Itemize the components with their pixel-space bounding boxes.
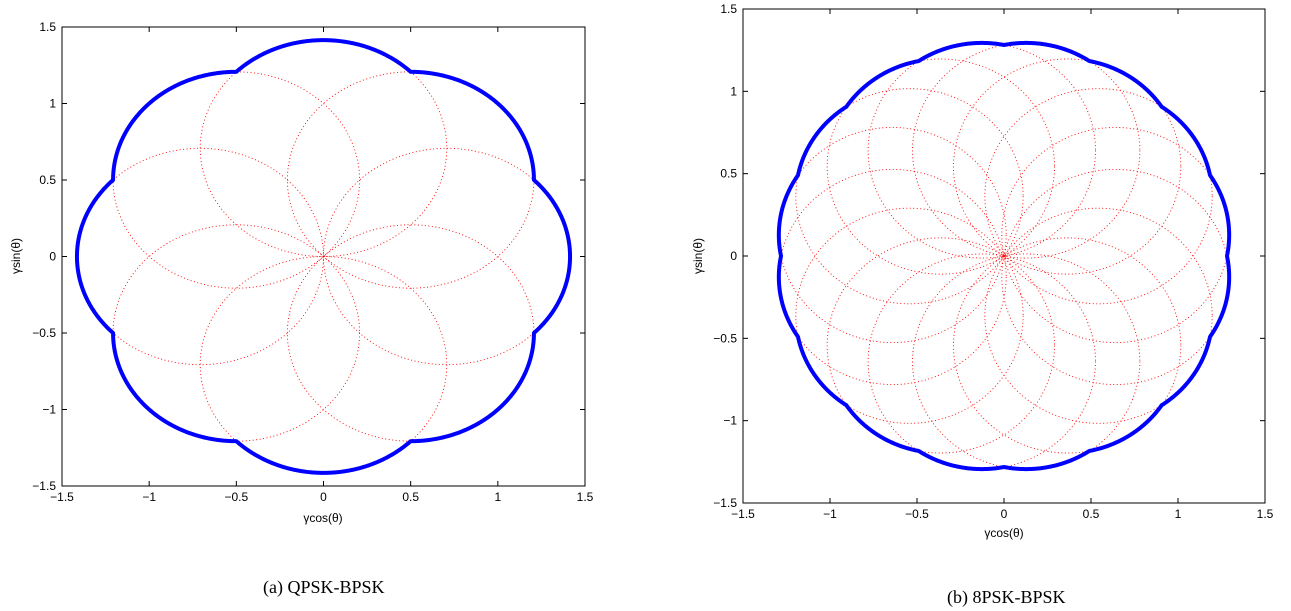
component-circle xyxy=(826,58,1055,275)
x-tick-label: 0 xyxy=(320,490,327,504)
y-tick-label: −1 xyxy=(723,414,737,428)
component-circle xyxy=(984,207,1213,424)
component-circle xyxy=(199,39,448,257)
chart-a-y-ticks: 1.5 1 0.5 0 −0.5 −1 −1.5 xyxy=(32,20,585,493)
chart-a-outer-boundary xyxy=(74,38,573,475)
chart-a-y-axis-label: γsin(θ) xyxy=(9,238,23,274)
chart-b: −1.5 −1 −0.5 0 0.5 1 1.5 1.5 1 0.5 0 −0.5 −1 −1.5 γc… xyxy=(691,2,1274,540)
component-circle xyxy=(826,237,1055,454)
x-tick-label: −0.5 xyxy=(905,507,929,521)
component-circle xyxy=(953,237,1182,454)
y-tick-label: 1.5 xyxy=(39,20,56,34)
chart-b-outer-boundary xyxy=(776,40,1232,472)
chart-a-x-ticks: −1.5 −1 −0.5 0 0.5 1 1.5 xyxy=(50,27,594,504)
y-tick-label: 1 xyxy=(730,84,737,98)
x-tick-label: −1.5 xyxy=(731,507,755,521)
y-tick-label: 0.5 xyxy=(720,167,737,181)
x-tick-label: −1.5 xyxy=(50,490,74,504)
x-tick-label: 0.5 xyxy=(1083,507,1100,521)
y-tick-label: −0.5 xyxy=(713,331,737,345)
chart-b-caption: (b) 8PSK-BPSK xyxy=(947,587,1066,607)
chart-b-y-ticks: 1.5 1 0.5 0 −0.5 −1 −1.5 xyxy=(713,2,1265,510)
x-tick-label: 1 xyxy=(494,490,501,504)
x-tick-label: −1 xyxy=(142,490,156,504)
y-tick-label: −1.5 xyxy=(32,479,56,493)
x-tick-label: 1.5 xyxy=(577,490,594,504)
x-tick-label: 1 xyxy=(1175,507,1182,521)
x-tick-label: −1 xyxy=(823,507,837,521)
chart-a-x-axis-label: γcos(θ) xyxy=(303,511,342,525)
component-circle xyxy=(112,224,361,442)
component-circle xyxy=(984,88,1213,305)
component-circle xyxy=(912,42,1141,259)
component-circle xyxy=(795,207,1024,424)
chart-b-x-ticks: −1.5 −1 −0.5 0 0.5 1 1.5 xyxy=(731,9,1274,521)
y-tick-label: −0.5 xyxy=(32,326,56,340)
component-circle xyxy=(912,253,1141,470)
x-tick-label: −0.5 xyxy=(224,490,248,504)
y-tick-label: 0 xyxy=(730,249,737,263)
component-circle xyxy=(953,58,1182,275)
component-circle xyxy=(76,147,324,366)
component-circle xyxy=(795,88,1024,305)
component-circle xyxy=(867,42,1096,259)
chart-b-y-axis-label: γsin(θ) xyxy=(691,238,705,274)
y-tick-label: 1.5 xyxy=(720,2,737,16)
y-tick-label: 1 xyxy=(49,97,56,111)
y-tick-label: −1 xyxy=(42,403,56,417)
chart-b-x-axis-label: γcos(θ) xyxy=(984,526,1023,540)
y-tick-label: −1.5 xyxy=(713,496,737,510)
x-tick-label: 1.5 xyxy=(1257,507,1274,521)
x-tick-label: 0 xyxy=(1001,507,1008,521)
component-circle xyxy=(112,71,361,289)
component-circle xyxy=(199,256,448,474)
component-circle xyxy=(867,253,1096,470)
y-tick-label: 0.5 xyxy=(39,173,56,187)
chart-a-caption: (a) QPSK-BPSK xyxy=(263,577,385,597)
y-tick-label: 0 xyxy=(49,250,56,264)
x-tick-label: 0.5 xyxy=(402,490,419,504)
chart-a: −1.5 −1 −0.5 0 0.5 1 1.5 1.5 1 0.5 0 −0.5 −1 −1.5 γc… xyxy=(9,20,594,525)
